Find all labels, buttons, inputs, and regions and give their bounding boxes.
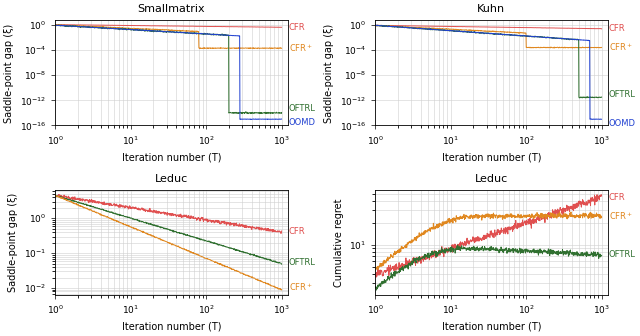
Text: CFR: CFR — [289, 23, 305, 32]
X-axis label: Iteration number (Τ): Iteration number (Τ) — [122, 322, 221, 332]
Text: OFTRL: OFTRL — [609, 90, 636, 99]
Text: OFTRL: OFTRL — [289, 104, 316, 113]
Text: OFTRL: OFTRL — [609, 250, 636, 259]
X-axis label: Iteration number (Τ): Iteration number (Τ) — [442, 322, 541, 332]
Text: CFR$^+$: CFR$^+$ — [609, 211, 633, 222]
Text: OOMD: OOMD — [609, 119, 636, 128]
Text: CFR: CFR — [609, 24, 625, 33]
Y-axis label: Cumulative regret: Cumulative regret — [333, 198, 344, 287]
Title: Leduc: Leduc — [155, 174, 188, 183]
Title: Leduc: Leduc — [475, 174, 508, 183]
Text: CFR$^+$: CFR$^+$ — [289, 282, 313, 293]
Text: OFTRL: OFTRL — [289, 257, 316, 266]
Text: OOMD: OOMD — [289, 118, 316, 127]
Text: CFR$^+$: CFR$^+$ — [289, 43, 313, 54]
Y-axis label: Saddle-point gap (ξ): Saddle-point gap (ξ) — [8, 193, 19, 292]
Text: CFR$^+$: CFR$^+$ — [609, 41, 633, 53]
Y-axis label: Saddle-point gap (ξ): Saddle-point gap (ξ) — [324, 24, 334, 123]
Title: Smallmatrix: Smallmatrix — [138, 4, 205, 14]
X-axis label: Iteration number (Τ): Iteration number (Τ) — [122, 153, 221, 162]
Title: Kuhn: Kuhn — [477, 4, 506, 14]
Text: CFR: CFR — [289, 227, 305, 236]
Text: CFR: CFR — [609, 193, 625, 202]
Y-axis label: Saddle-point gap (ξ): Saddle-point gap (ξ) — [4, 24, 14, 123]
X-axis label: Iteration number (Τ): Iteration number (Τ) — [442, 153, 541, 162]
